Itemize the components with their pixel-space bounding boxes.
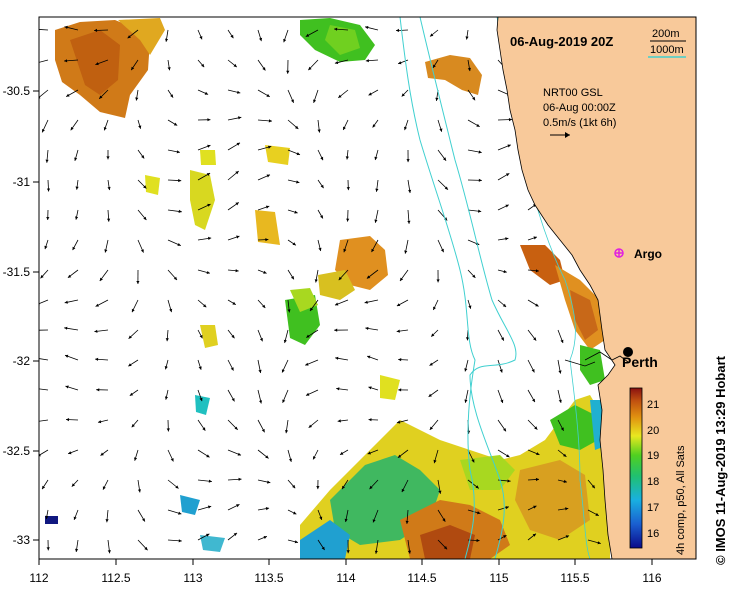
- current-legend-scale: 0.5m/s (1kt 6h): [543, 117, 616, 129]
- current-legend-source: NRT00 GSL: [543, 87, 603, 99]
- x-tick-label: 114: [336, 571, 355, 585]
- colorbar-tick: 19: [647, 450, 659, 462]
- y-tick-label: -31: [13, 175, 31, 189]
- depth-legend-label-200m: 200m: [652, 28, 680, 40]
- x-tick-label: 113: [183, 571, 202, 585]
- imos-credit: © IMOS 11-Aug-2019 13:29 Hobart: [713, 356, 728, 565]
- current-arrowhead: [34, 387, 37, 390]
- x-tick-label: 115: [489, 571, 508, 585]
- colorbar-tick: 21: [647, 399, 659, 411]
- x-tick-label: 113.5: [254, 571, 283, 585]
- sst-patch: [145, 175, 160, 195]
- x-tick-label: 114.5: [407, 571, 436, 585]
- current-arrowhead: [35, 61, 38, 64]
- map-date-title: 06-Aug-2019 20Z: [510, 34, 613, 49]
- y-tick-label: -32: [13, 354, 31, 368]
- argo-marker: [615, 249, 623, 257]
- y-axis: -30.5 -31 -31.5 -32 -32.5 -33: [3, 84, 39, 547]
- x-tick-label: 112: [29, 571, 48, 585]
- colorbar-tick: 20: [647, 425, 659, 437]
- y-tick-label: -32.5: [3, 444, 31, 458]
- y-tick-label: -31.5: [3, 265, 31, 279]
- perth-label: Perth: [622, 354, 658, 370]
- sst-patch: [200, 150, 216, 165]
- colorbar-tick: 18: [647, 476, 659, 488]
- x-tick-label: 112.5: [101, 571, 130, 585]
- current-arrowhead: [35, 329, 38, 332]
- x-axis: 112 112.5 113 113.5 114 114.5 115 115.5 …: [29, 559, 661, 585]
- colorbar-gradient: [630, 388, 642, 548]
- colorbar-label: 4h comp, p50, All Sats: [675, 445, 687, 555]
- y-tick-label: -30.5: [3, 84, 31, 98]
- colorbar-tick: 17: [647, 502, 659, 514]
- current-arrowhead: [35, 28, 38, 31]
- current-legend-time: 06-Aug 00:00Z: [543, 102, 616, 114]
- x-tick-label: 116: [642, 571, 661, 585]
- current-arrowhead: [35, 420, 38, 423]
- colorbar-tick: 16: [647, 528, 659, 540]
- depth-legend-label-1000m: 1000m: [650, 44, 684, 56]
- y-tick-label: -33: [13, 533, 31, 547]
- x-tick-label: 115.5: [560, 571, 589, 585]
- current-arrowhead: [34, 357, 37, 360]
- argo-label: Argo: [634, 247, 662, 261]
